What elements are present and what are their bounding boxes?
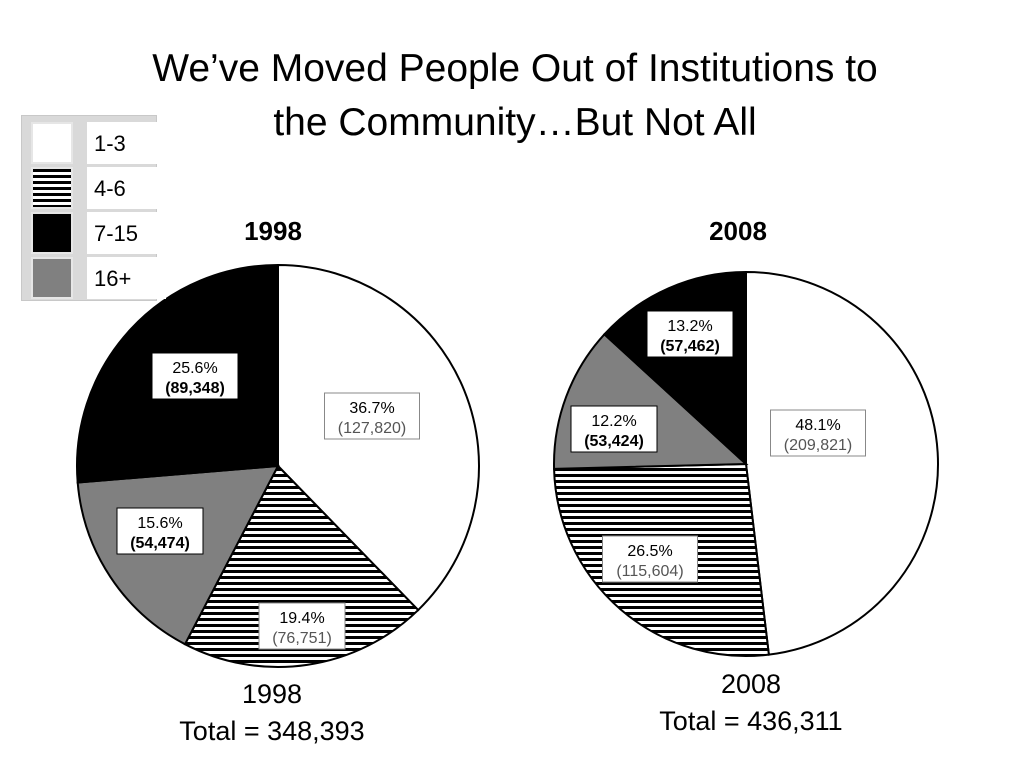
chart-title-1998: 1998 [244,216,302,246]
legend-item-7-15: 7-15 [31,212,166,254]
slice-label-1998-1-3: 36.7% (127,820) [324,392,420,440]
slice-percent-label: 15.6% [137,515,182,532]
pie-chart-1998: 36.7% (127,820) 19.4% (76,751) 15.6% (54,474)… [76,263,480,668]
slice-value-label: (115,604) [616,563,683,580]
legend-swatch-16-plus [31,257,73,299]
slice-percent-label: 48.1% [795,417,840,434]
slice-label-2008-4-6: 26.5% (115,604) [602,535,698,583]
slice-label-1998-7-15: 25.6% (89,348) [151,352,239,400]
legend-label: 7-15 [94,221,139,246]
slice-value-label: (57,462) [660,338,720,355]
caption-year: 2008 [720,669,782,699]
legend-swatch-7-15 [31,212,73,254]
slice-percent-label: 13.2% [667,318,712,335]
slice-percent-label: 36.7% [349,400,394,417]
slice-label-box [646,310,734,358]
slice-label-2008-1-3: 48.1% (209,821) [770,409,866,457]
slice-label-box [324,392,420,440]
slice-value-label: (54,474) [130,535,190,552]
caption-2008: 2008 Total = 436,311 [591,666,911,740]
slice-label-box [258,602,346,650]
caption-1998: 1998 Total = 348,393 [112,676,432,750]
pie-slice-1998-4-6 [183,464,420,668]
caption-total: Total = 436,311 [659,706,843,736]
slice-value-label: (76,751) [272,630,332,647]
slice-label-2008-16-plus: 12.2% (53,424) [570,405,658,453]
slice-value-label: (89,348) [165,380,225,397]
slice-percent-label: 12.2% [591,413,636,430]
title-line-1: We’ve Moved People Out of Institutions t… [152,47,878,90]
legend-label: 16+ [94,266,132,291]
slice-label-box [151,352,239,400]
slice-label-box [116,507,204,555]
legend-label: 4-6 [94,176,126,201]
slice-percent-label: 25.6% [172,360,217,377]
slice-value-label: (209,821) [784,437,853,454]
pie-chart-2008: 48.1% (209,821) 26.5% (115,604) 12.2% (53,424… [553,270,939,657]
slice-label-2008-7-15: 13.2% (57,462) [646,310,734,358]
slice-label-1998-4-6: 19.4% (76,751) [258,602,346,650]
title-line-2: the Community…But Not All [273,101,757,144]
slice-label-box [570,405,658,453]
legend-swatch-1-3 [31,122,73,164]
legend-label: 1-3 [94,131,126,156]
caption-year: 1998 [241,679,303,709]
legend-item-1-3: 1-3 [31,122,166,164]
pie-slice-2008-1-3 [745,270,939,656]
slice-value-label: (53,424) [584,433,644,450]
slice-percent-label: 19.4% [279,610,324,627]
legend-item-4-6: 4-6 [31,167,166,209]
chart-title-2008: 2008 [709,216,767,246]
legend: 1-3 4-6 7-15 16+ [21,115,166,301]
slice-label-box [770,409,866,457]
legend-item-16-plus: 16+ [31,257,166,299]
legend-swatch-4-6 [31,167,73,209]
slice-label-box [602,535,698,583]
slice-label-1998-16-plus: 15.6% (54,474) [116,507,204,555]
slice-percent-label: 26.5% [627,543,672,560]
slice-value-label: (127,820) [338,420,407,437]
caption-total: Total = 348,393 [179,716,365,746]
page-title: We’ve Moved People Out of Institutions t… [40,42,990,150]
